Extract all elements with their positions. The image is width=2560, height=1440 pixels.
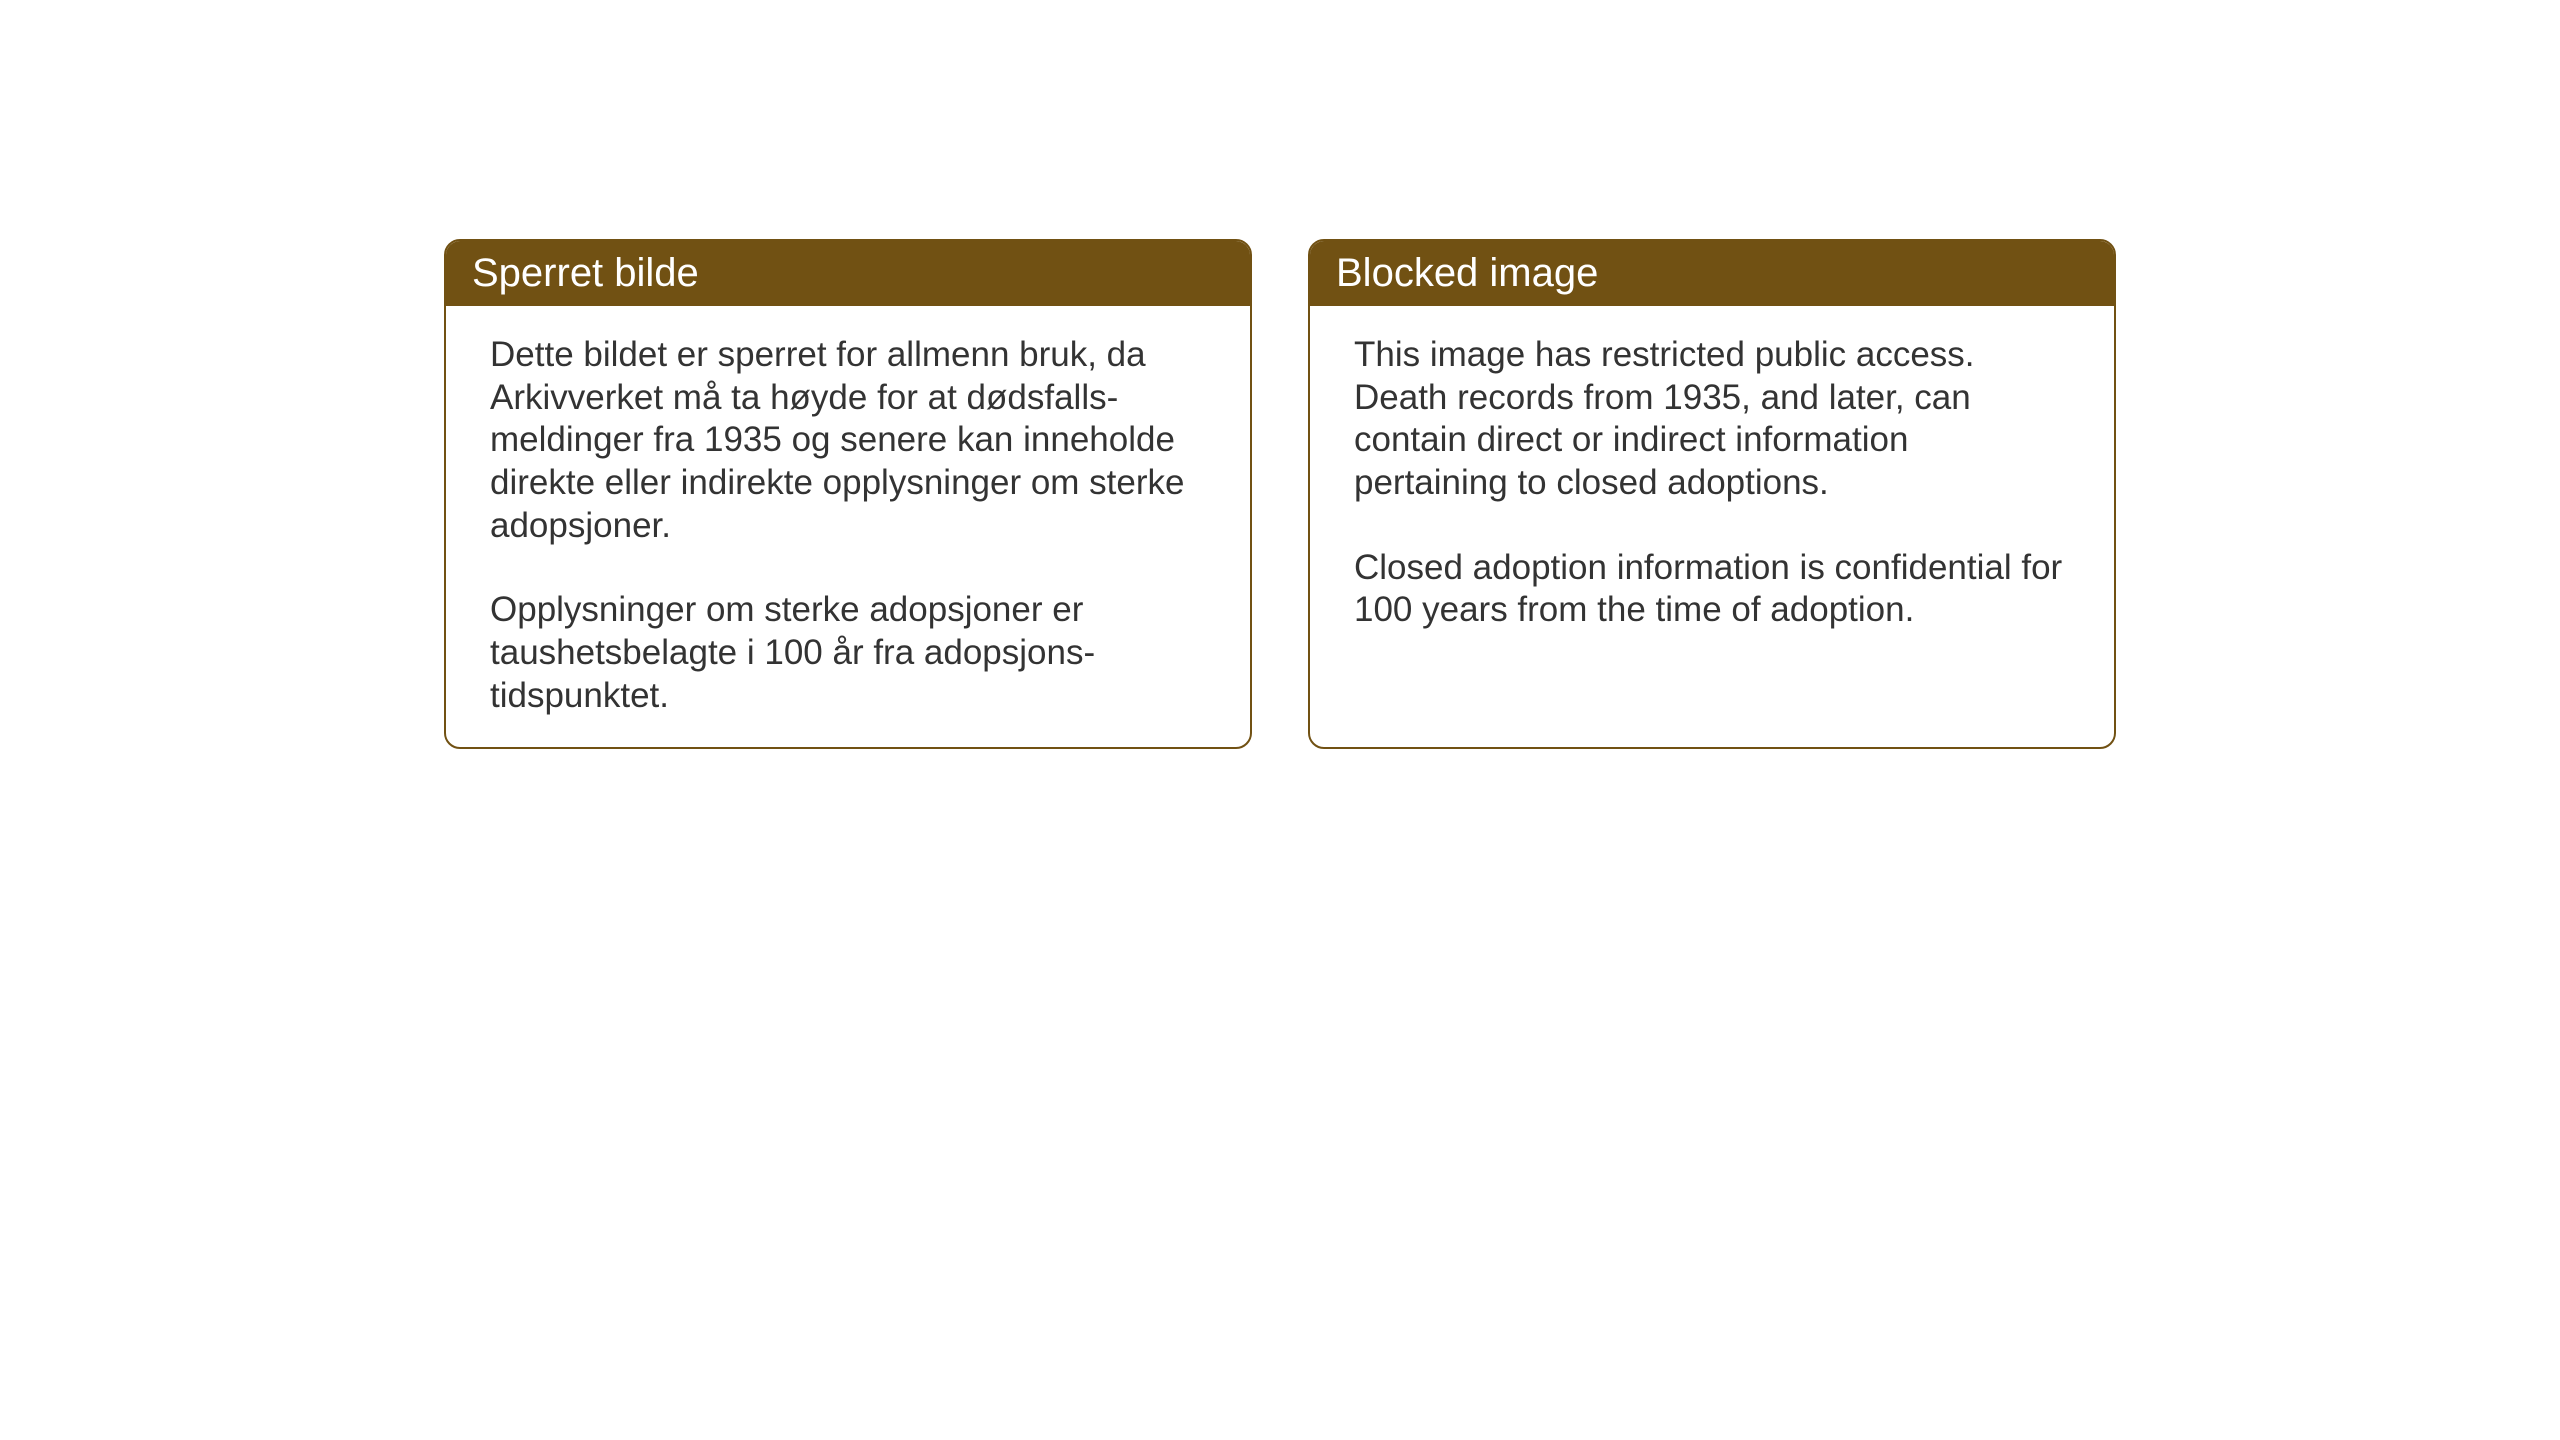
card-header-english: Blocked image (1310, 241, 2114, 306)
card-title-norwegian: Sperret bilde (472, 251, 699, 295)
card-body-english: This image has restricted public access.… (1310, 306, 2114, 660)
card-paragraph2-norwegian: Opplysninger om sterke adopsjoner er tau… (490, 589, 1206, 717)
card-paragraph2-english: Closed adoption information is confident… (1354, 547, 2070, 632)
card-paragraph1-english: This image has restricted public access.… (1354, 334, 2070, 505)
card-title-english: Blocked image (1336, 251, 1598, 295)
card-paragraph1-norwegian: Dette bildet er sperret for allmenn bruk… (490, 334, 1206, 547)
card-header-norwegian: Sperret bilde (446, 241, 1250, 306)
card-body-norwegian: Dette bildet er sperret for allmenn bruk… (446, 306, 1250, 746)
notice-container: Sperret bilde Dette bildet er sperret fo… (444, 239, 2116, 749)
notice-card-norwegian: Sperret bilde Dette bildet er sperret fo… (444, 239, 1252, 749)
notice-card-english: Blocked image This image has restricted … (1308, 239, 2116, 749)
